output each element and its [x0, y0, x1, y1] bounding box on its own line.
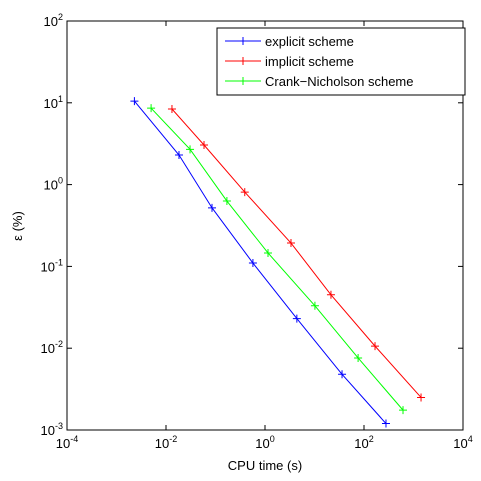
y-axis-label: ε (%)	[10, 211, 25, 241]
data-point	[354, 353, 363, 362]
data-point	[286, 239, 295, 248]
tick-label-exponent: 0	[58, 176, 63, 186]
data-point	[167, 104, 176, 113]
tick-label-exponent: -2	[169, 434, 177, 444]
data-point	[130, 97, 139, 106]
tick-label-exponent: 1	[58, 94, 63, 104]
tick-label-base: 10	[354, 436, 368, 451]
tick-label: 10-4	[56, 434, 78, 451]
tick-label-base: 10	[41, 259, 55, 274]
legend-marker	[239, 57, 247, 65]
data-point	[174, 151, 183, 160]
tick-label: 102	[354, 434, 373, 451]
tick-label: 100	[44, 176, 63, 193]
tick-label-exponent: -3	[55, 421, 63, 431]
tick-label-base: 10	[41, 423, 55, 438]
tick-label-base: 10	[255, 436, 269, 451]
tick-label: 10-1	[41, 257, 63, 274]
legend-marker	[239, 37, 247, 45]
tick-label: 10-2	[41, 339, 63, 356]
tick-label: 102	[44, 12, 63, 29]
tick-label-base: 10	[155, 436, 169, 451]
tick-label-base: 10	[44, 14, 58, 29]
tick-label: 101	[44, 94, 63, 111]
tick-label-base: 10	[453, 436, 467, 451]
legend-label: implicit scheme	[265, 54, 354, 69]
legend-label: Crank−Nicholson scheme	[265, 74, 413, 89]
tick-label-base: 10	[41, 341, 55, 356]
data-point	[399, 406, 408, 415]
tick-label-base: 10	[44, 96, 58, 111]
legend-label: explicit scheme	[265, 34, 354, 49]
data-point	[381, 419, 390, 428]
tick-label-exponent: -1	[55, 257, 63, 267]
tick-label: 104	[453, 434, 472, 451]
data-point	[147, 104, 156, 113]
data-point	[371, 342, 380, 351]
data-point	[200, 140, 209, 149]
tick-label: 100	[255, 434, 274, 451]
x-axis-label: CPU time (s)	[228, 458, 302, 473]
data-point	[208, 203, 217, 212]
data-point	[222, 197, 231, 206]
tick-label-exponent: -4	[70, 434, 78, 444]
data-point	[417, 393, 426, 402]
legend-marker	[239, 77, 247, 85]
data-point	[264, 248, 273, 257]
tick-label-exponent: -2	[55, 339, 63, 349]
tick-label-base: 10	[44, 178, 58, 193]
data-point	[186, 145, 195, 154]
data-point	[292, 314, 301, 323]
tick-label: 10-2	[155, 434, 177, 451]
data-point	[310, 301, 319, 310]
tick-label-exponent: 2	[58, 12, 63, 22]
data-point	[240, 188, 249, 197]
tick-label: 10-3	[41, 421, 63, 438]
tick-label-exponent: 2	[369, 434, 374, 444]
data-point	[326, 290, 335, 299]
data-point	[248, 259, 257, 268]
data-point	[338, 370, 347, 379]
tick-label-base: 10	[56, 436, 70, 451]
tick-label-exponent: 4	[468, 434, 473, 444]
tick-label-exponent: 0	[270, 434, 275, 444]
